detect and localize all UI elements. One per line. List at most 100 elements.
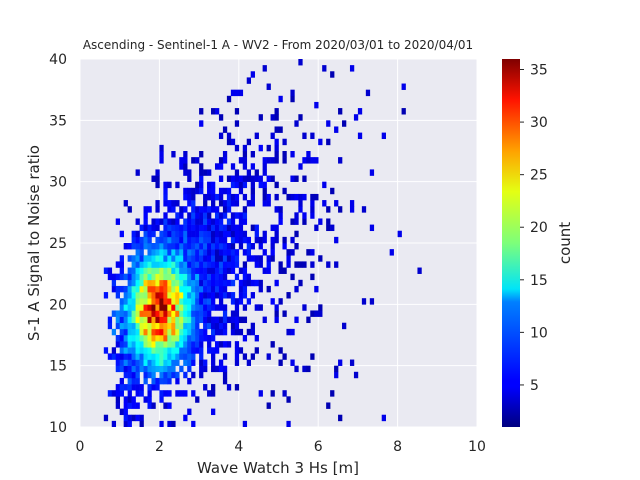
histogram-cell — [159, 335, 164, 342]
histogram-cell — [171, 218, 176, 225]
histogram-cell — [302, 175, 307, 182]
histogram-cell — [254, 169, 259, 176]
histogram-cell — [298, 163, 303, 170]
histogram-cell — [139, 255, 144, 262]
histogram-cell — [195, 310, 200, 317]
histogram-cell — [226, 255, 232, 262]
histogram-cell — [214, 212, 220, 219]
histogram-cell — [266, 193, 271, 201]
histogram-cell — [155, 322, 160, 330]
histogram-cell — [246, 273, 252, 281]
histogram-cell — [127, 285, 132, 293]
histogram-cell — [163, 371, 168, 379]
histogram-cell — [147, 267, 152, 274]
histogram-cell — [183, 335, 188, 342]
histogram-cell — [135, 236, 140, 244]
histogram-cell — [250, 181, 255, 189]
x-tick-label: 8 — [393, 439, 402, 455]
histogram-cell — [131, 322, 136, 330]
histogram-cell — [123, 273, 128, 281]
histogram-cell — [211, 261, 216, 268]
histogram-cell — [266, 157, 271, 164]
histogram-cell — [234, 310, 240, 317]
histogram-cell — [357, 132, 363, 140]
histogram-cell — [242, 261, 248, 268]
y-axis-label: S-1 A Signal to Noise ratio — [25, 145, 43, 341]
histogram-cell — [163, 335, 168, 342]
histogram-cell — [310, 249, 315, 256]
histogram-cell — [262, 187, 267, 195]
histogram-cell — [163, 377, 168, 385]
histogram-cell — [230, 218, 236, 225]
histogram-cell — [207, 304, 212, 311]
histogram-cell — [183, 230, 188, 238]
histogram-cell — [163, 212, 168, 219]
histogram-cell — [119, 273, 124, 281]
histogram-cell — [107, 316, 113, 324]
histogram-cell — [143, 377, 148, 385]
histogram-cell — [135, 267, 140, 274]
histogram-cell — [222, 230, 228, 238]
histogram-cell — [151, 316, 156, 324]
histogram-cell — [131, 298, 136, 305]
histogram-cell — [278, 267, 283, 274]
histogram-cell — [151, 255, 156, 262]
histogram-cell — [183, 316, 188, 324]
histogram-cell — [199, 353, 204, 360]
histogram-cell — [203, 206, 208, 213]
histogram-cell — [191, 292, 196, 299]
histogram-cell — [290, 328, 295, 336]
histogram-cell — [222, 310, 228, 317]
histogram-cell — [222, 279, 228, 287]
histogram-cell — [187, 236, 192, 244]
histogram-cell — [167, 230, 172, 238]
histogram-cell — [167, 218, 172, 225]
histogram-cell — [143, 206, 148, 213]
histogram-cell — [127, 414, 132, 422]
y-tick-label: 10 — [49, 420, 67, 436]
histogram-cell — [326, 138, 331, 146]
histogram-cell — [175, 267, 180, 274]
histogram-cell — [123, 310, 128, 317]
histogram-cell — [294, 285, 299, 293]
histogram-cell — [226, 224, 232, 232]
histogram-cell — [123, 365, 128, 373]
histogram-cell — [234, 230, 240, 238]
histogram-cell — [242, 292, 248, 299]
histogram-cell — [163, 310, 168, 317]
histogram-cell — [107, 273, 113, 281]
histogram-cell — [139, 341, 144, 348]
histogram-cell — [238, 243, 244, 250]
histogram-cell — [322, 65, 327, 72]
histogram-cell — [294, 316, 299, 324]
histogram-cell — [195, 316, 200, 324]
histogram-cell — [155, 200, 160, 207]
histogram-cell — [270, 255, 275, 262]
histogram-cell — [139, 243, 144, 250]
histogram-cell — [282, 353, 287, 360]
histogram-cell — [211, 365, 216, 373]
histogram-cell — [179, 341, 184, 348]
histogram-cell — [131, 335, 136, 342]
histogram-cell — [123, 359, 128, 366]
histogram-cell — [226, 175, 232, 182]
histogram-cell — [274, 230, 279, 238]
histogram-cell — [179, 316, 184, 324]
histogram-cell — [167, 261, 172, 268]
histogram-cell — [203, 384, 208, 391]
histogram-cell — [349, 65, 355, 72]
histogram-cell — [131, 267, 136, 274]
histogram-cell — [131, 261, 136, 268]
histogram-cell — [302, 212, 307, 219]
histogram-cell — [294, 212, 299, 219]
histogram-cell — [401, 83, 406, 90]
histogram-cell — [151, 341, 156, 348]
histogram-cell — [147, 402, 152, 409]
histogram-cell — [203, 212, 208, 219]
histogram-cell — [250, 193, 255, 201]
histogram-cell — [151, 347, 156, 354]
histogram-cell — [326, 402, 331, 409]
histogram-cell — [183, 341, 188, 348]
histogram-cell — [302, 365, 307, 373]
histogram-cell — [282, 310, 287, 317]
